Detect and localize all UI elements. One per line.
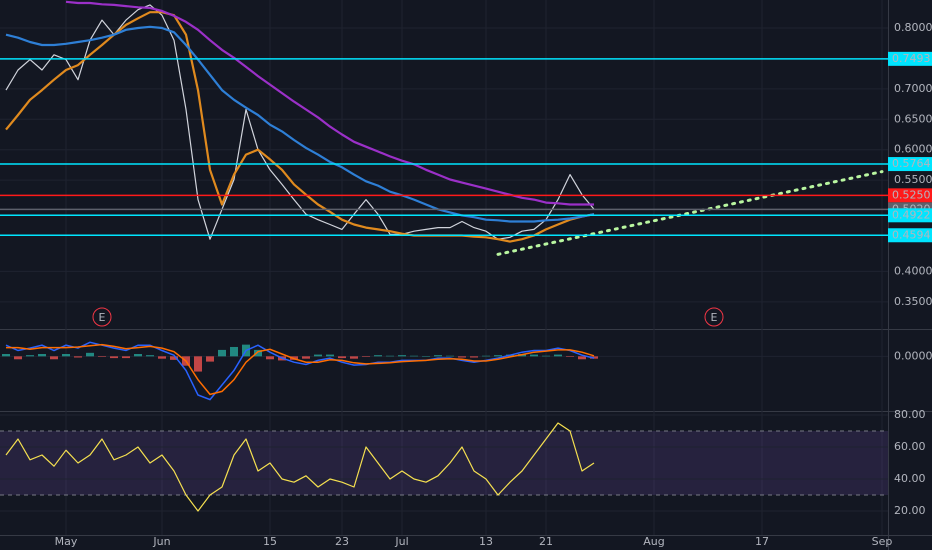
histogram-bar xyxy=(110,356,118,359)
y-tick-label: 0.8000 xyxy=(894,21,932,34)
level-label: 0.5764 xyxy=(892,157,931,170)
y-tick-label: 0.0000 xyxy=(894,349,932,362)
y-tick-label: 20.00 xyxy=(894,504,926,517)
histogram-bar xyxy=(218,349,226,357)
y-tick-label: 0.6000 xyxy=(894,143,932,156)
event-label: E xyxy=(711,311,718,324)
histogram-bar xyxy=(206,356,214,362)
x-tick-label: 17 xyxy=(755,535,769,548)
rsi-band xyxy=(0,431,888,495)
histogram-bar xyxy=(434,355,442,357)
level-label: 0.4594 xyxy=(892,228,931,241)
histogram-bar xyxy=(542,355,550,357)
y-tick-label: 0.5500 xyxy=(894,173,932,186)
series-line xyxy=(5,11,595,243)
y-tick-label: 0.7000 xyxy=(894,82,932,95)
level-label-box xyxy=(888,228,932,243)
histogram-bar xyxy=(38,353,46,357)
x-tick-label: 13 xyxy=(479,535,493,548)
histogram-bar xyxy=(374,355,382,357)
histogram-bar xyxy=(254,349,262,357)
macd-line xyxy=(5,341,595,401)
histogram-bar xyxy=(86,352,94,357)
x-tick-label: May xyxy=(55,535,78,548)
histogram-bar xyxy=(470,356,478,358)
level-label: 0.4922 xyxy=(892,208,931,221)
histogram-bar xyxy=(494,355,502,357)
level-label-box xyxy=(888,188,932,203)
histogram-bar xyxy=(410,355,418,357)
event-marker xyxy=(704,307,724,327)
x-tick-label: Jun xyxy=(152,535,170,548)
histogram-bar xyxy=(362,356,370,357)
histogram-bar xyxy=(398,355,406,357)
histogram-bar xyxy=(530,354,538,357)
series-line xyxy=(5,25,595,223)
y-tick-label: 0.4000 xyxy=(894,264,932,277)
histogram-bar xyxy=(446,355,454,357)
x-tick-label: Aug xyxy=(643,535,664,548)
histogram-bar xyxy=(158,356,166,359)
histogram-bar xyxy=(338,356,346,359)
x-tick-label: 21 xyxy=(539,535,553,548)
histogram-bar xyxy=(2,353,10,357)
x-tick-label: Jul xyxy=(394,535,408,548)
histogram-bar xyxy=(230,346,238,357)
histogram-bar xyxy=(554,354,562,357)
level-label: 0.5250 xyxy=(892,188,931,201)
histogram-bar xyxy=(386,355,394,357)
histogram-bar xyxy=(50,356,58,360)
trend-line xyxy=(496,170,884,256)
level-label-box xyxy=(888,208,932,223)
histogram-bar xyxy=(134,353,142,357)
histogram-bar xyxy=(326,354,334,357)
macd-line xyxy=(6,343,595,396)
x-tick-label: Sep xyxy=(872,535,893,548)
histogram-bar xyxy=(302,356,310,359)
histogram-bar xyxy=(74,356,82,358)
event-label: E xyxy=(99,311,106,324)
histogram-bar xyxy=(146,355,154,357)
y-tick-label: 80.00 xyxy=(894,408,926,421)
level-label-box xyxy=(888,51,932,66)
y-tick-label: 40.00 xyxy=(894,472,926,485)
histogram-bar xyxy=(482,355,490,357)
histogram-bar xyxy=(98,356,106,357)
histogram-bar xyxy=(566,356,574,357)
histogram-bar xyxy=(194,356,202,372)
series-line xyxy=(65,0,594,206)
histogram-bar xyxy=(458,356,466,358)
histogram-bar xyxy=(170,356,178,360)
event-marker xyxy=(92,307,112,327)
histogram-bar xyxy=(26,355,34,357)
histogram-bar xyxy=(314,354,322,357)
histogram-bar xyxy=(14,356,22,360)
level-label: 0.7493 xyxy=(892,52,931,65)
histogram-bar xyxy=(122,356,130,359)
x-tick-label: 15 xyxy=(263,535,277,548)
histogram-bar xyxy=(422,356,430,357)
histogram-bar xyxy=(266,356,274,360)
x-tick-label: 23 xyxy=(335,535,349,548)
y-tick-label: 0.6500 xyxy=(894,112,932,125)
series-line xyxy=(5,422,595,512)
y-tick-label: 0.3500 xyxy=(894,295,932,308)
y-tick-label: 60.00 xyxy=(894,440,926,453)
histogram-bar xyxy=(62,353,70,357)
histogram-bar xyxy=(578,356,586,360)
histogram-bar xyxy=(350,356,358,359)
level-label-box xyxy=(888,157,932,172)
